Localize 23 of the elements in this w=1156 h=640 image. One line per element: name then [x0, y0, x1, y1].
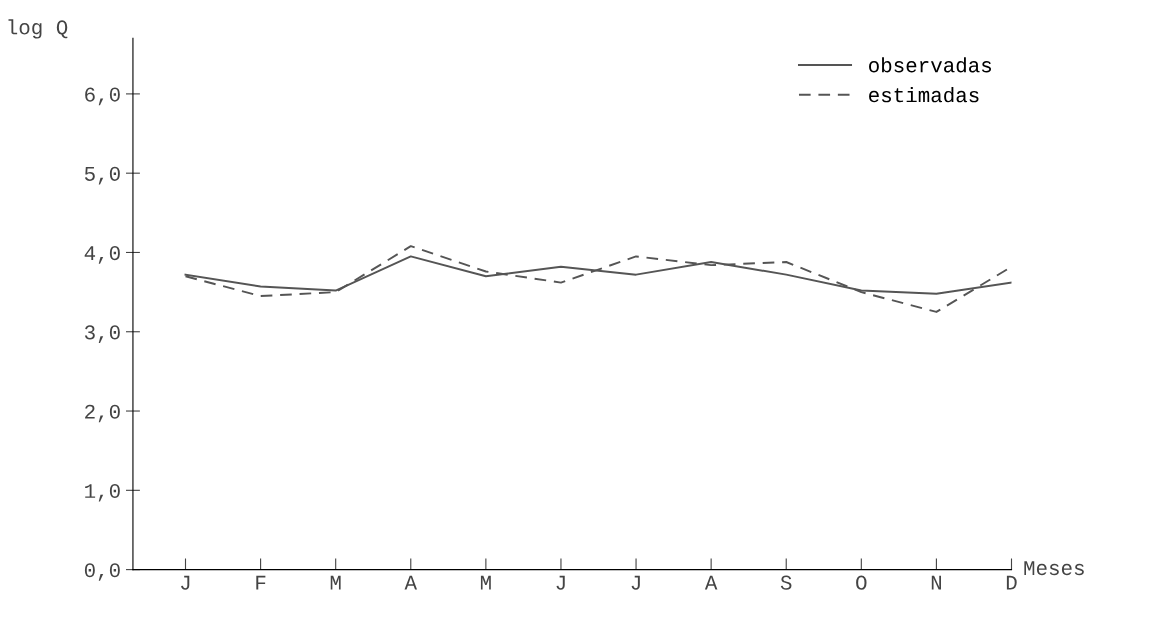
y-tick-label: 0,0 [84, 563, 120, 581]
y-tick-label: 3,0 [84, 325, 120, 343]
y-axis-title: log Q [8, 19, 68, 39]
legend-label: observadas [869, 57, 992, 73]
y-tick-label: 4,0 [84, 246, 120, 264]
x-tick-label: D [1006, 575, 1017, 590]
x-tick-label: J [556, 575, 565, 590]
x-tick-label: A [404, 575, 418, 590]
x-tick-label: J [631, 575, 640, 590]
x-tick-label: A [704, 575, 718, 590]
x-tick-label: O [856, 575, 867, 590]
legend-label: estimadas [869, 86, 979, 103]
x-tick-label: M [330, 575, 341, 590]
x-tick-label: N [931, 575, 941, 590]
y-tick-label: 2,0 [85, 404, 120, 423]
x-tick-label: J [181, 575, 190, 590]
y-tick-label: 5,0 [84, 166, 120, 185]
x-tick-label: M [480, 575, 491, 590]
x-axis-title: Meses [1024, 561, 1084, 576]
y-tick-label: 1,0 [85, 483, 120, 502]
x-tick-label: S [780, 575, 792, 590]
x-tick-label: F [256, 575, 266, 590]
y-tick-label: 6,0 [85, 87, 120, 106]
